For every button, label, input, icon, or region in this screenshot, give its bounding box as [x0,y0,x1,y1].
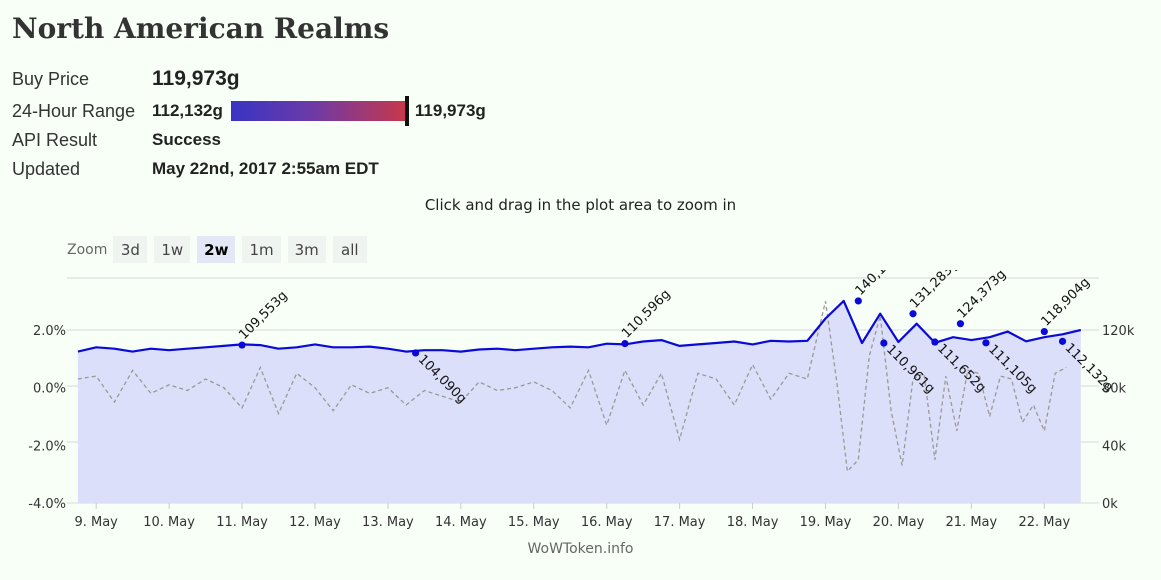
x-tick-label: 21. May [946,515,998,530]
annotation-label: 118,904g [1039,275,1093,329]
x-tick-label: 22. May [1018,515,1070,530]
y-left-tick-label: 2.0% [33,324,66,339]
x-tick-label: 10. May [143,515,195,530]
annotation-point [1040,327,1048,336]
annotation-point [621,339,629,348]
annotation-point [238,341,246,349]
x-tick-label: 9. May [74,515,118,530]
zoom-button-3m[interactable]: 3m [287,236,326,263]
annotation-points [238,297,1067,357]
x-tick-label: 16. May [581,515,633,530]
buy-price-label: Buy Price [12,68,90,89]
api-label: API Result [12,129,98,150]
api-row: API Result Success [12,128,221,152]
annotation-label: 140,171g [853,270,907,299]
zoom-button-all[interactable]: all [332,236,367,263]
buy-price-row: Buy Price 119,973g [12,67,240,91]
change-series-line [77,301,1067,473]
annotation-point [909,310,917,318]
price-area [77,300,1081,503]
annotation-label: 131,283g [907,270,961,312]
x-tick-label: 12. May [289,515,341,530]
buy-price-value: 119,973g [152,67,240,90]
annotation-label: 109,553g [236,288,290,342]
change-line [77,301,1067,473]
zoom-hint: Click and drag in the plot area to zoom … [424,196,737,214]
y-right-tick-label: 0k [1102,497,1118,512]
range-max-value: 119,973g [414,101,486,120]
range-min-value: 112,132g [152,101,223,120]
annotation-label: 110,596g [619,287,673,341]
annotation-point [931,338,939,346]
range-label: 24-Hour Range [12,100,136,121]
y-left-tick-label: 0.0% [33,382,66,397]
updated-row: Updated May 22nd, 2017 2:55am EDT [12,157,379,181]
y-right-tick-label: 80k [1102,382,1127,397]
y-right-tick-label: 120k [1102,324,1135,339]
price-chart[interactable]: 109,553g104,090g110,596g140,171g110,961g… [0,270,1161,540]
page-title: North American Realms [12,12,390,45]
annotation-point [412,349,420,357]
x-tick-label: 17. May [654,515,706,530]
annotation-point [982,339,990,347]
updated-label: Updated [12,158,81,179]
footer-credit: WoWToken.info [527,541,634,557]
y-axis-left: 2.0% 0.0% -2.0% -4.0% [28,324,66,512]
zoom-button-2w[interactable]: 2w [197,236,236,263]
x-tick-label: 20. May [873,515,925,530]
x-tick-label: 15. May [508,515,560,530]
y-right-tick-label: 40k [1102,439,1127,454]
x-tick-label: 19. May [800,515,852,530]
price-area-fill [77,300,1081,503]
zoom-button-1m[interactable]: 1m [242,236,281,263]
zoom-button-1w[interactable]: 1w [154,236,191,263]
api-value: Success [152,130,221,149]
y-axis-right: 120k 80k 40k 0k [1102,324,1135,512]
range-current-marker [404,96,409,126]
annotation-point [1058,337,1067,345]
x-tick-label: 14. May [435,515,487,530]
zoom-label: Zoom [67,241,108,258]
y-left-tick-label: -2.0% [28,439,66,454]
zoom-button-3d[interactable]: 3d [113,236,148,263]
annotation-point [880,339,888,347]
range-row: 24-Hour Range 112,132g 119,973g [12,96,486,126]
annotation-point [854,297,862,305]
y-left-tick-label: -4.0% [28,497,66,512]
x-tick-label: 18. May [727,515,779,530]
x-tick-label: 13. May [362,515,414,530]
range-bar [230,96,409,126]
x-tick-label: 11. May [216,515,268,530]
x-axis: 9. May 10. May 11. May 12. May 13. May 14. Ma… [74,503,1070,530]
zoom-selector: Zoom 3d 1w 2w 1m 3m all [67,236,374,263]
annotation-point [956,320,965,328]
updated-value: May 22nd, 2017 2:55am EDT [152,159,379,178]
